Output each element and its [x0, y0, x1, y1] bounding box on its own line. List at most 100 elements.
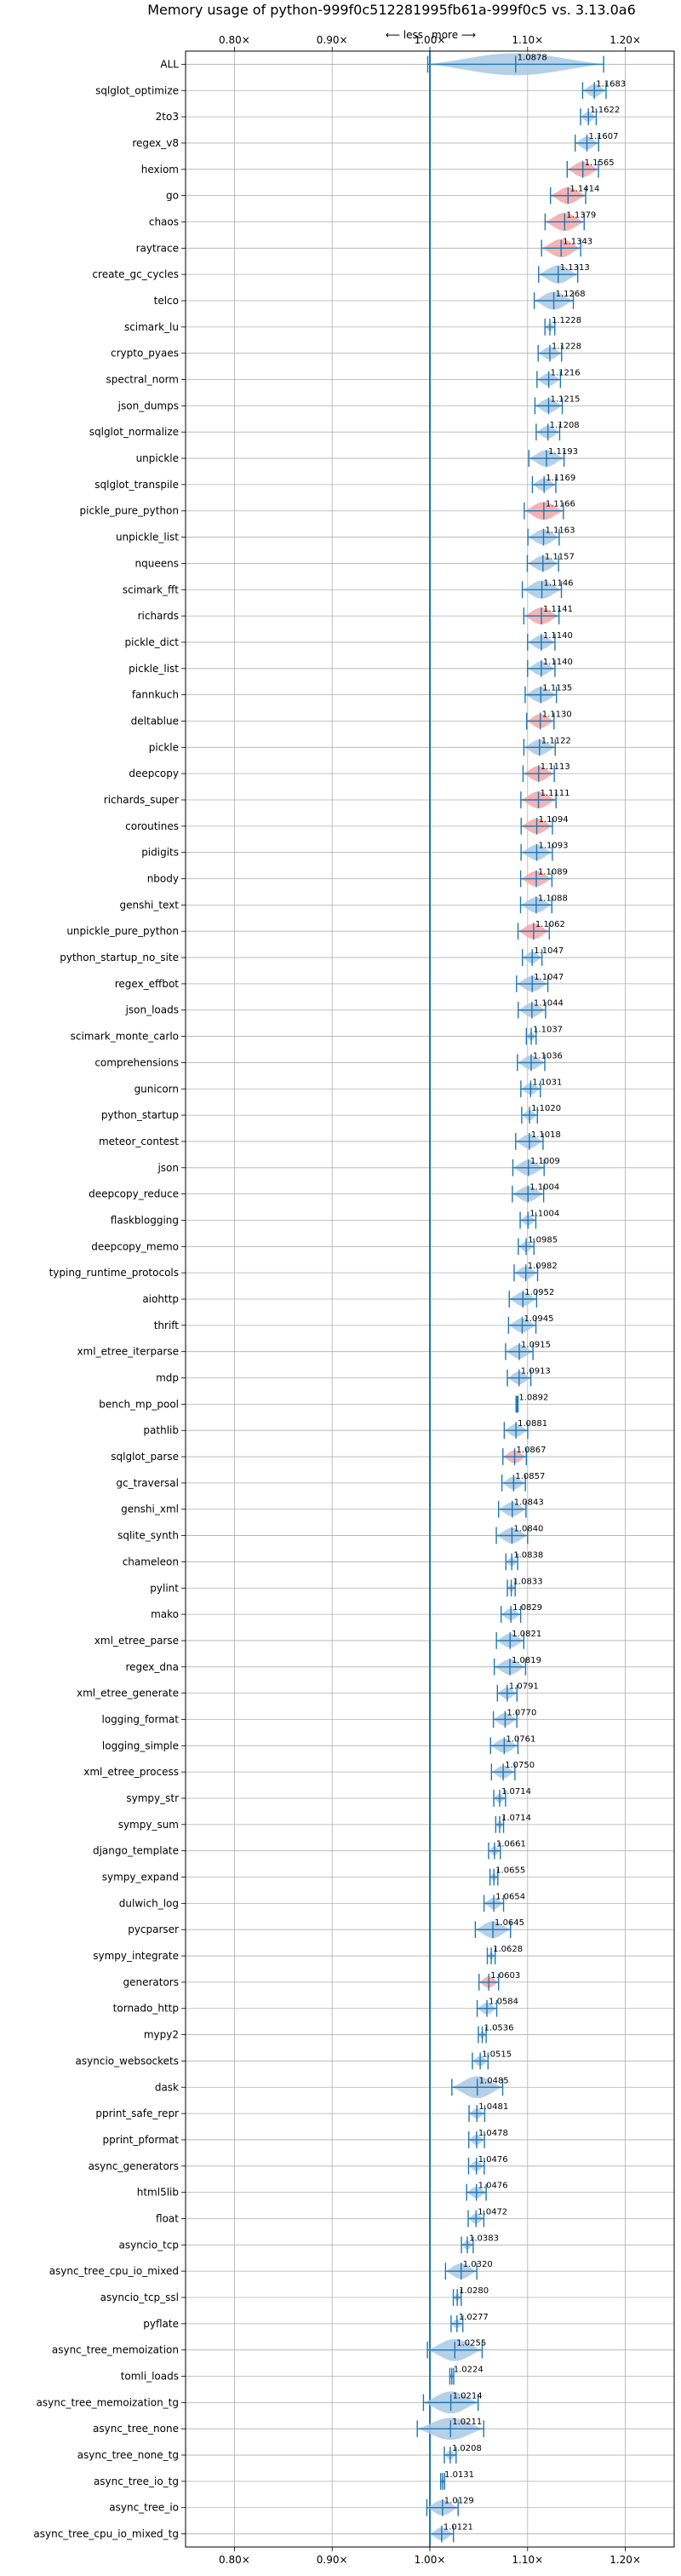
data-label: 1.1020 [531, 1104, 561, 1113]
data-label: 1.0661 [496, 1840, 526, 1849]
data-label: 1.0280 [459, 2286, 489, 2296]
data-label: 1.1031 [532, 1078, 562, 1087]
y-tick-label: async_tree_none_tg [77, 2449, 179, 2461]
data-label: 1.1208 [550, 421, 580, 430]
y-tick-label: sqlglot_transpile [94, 479, 179, 491]
data-label: 1.0985 [528, 1235, 558, 1245]
y-tick-label: pprint_safe_repr [95, 2107, 179, 2119]
x-tick-label-top: 0.80× [219, 34, 250, 46]
data-label: 1.1343 [563, 237, 592, 246]
y-tick-label: telco [154, 295, 179, 307]
data-label: 1.0255 [456, 2339, 486, 2349]
y-tick-label: pycparser [128, 1923, 179, 1935]
data-label: 1.0121 [444, 2523, 473, 2533]
data-label: 1.1130 [542, 710, 572, 719]
direction-less-label: ⟵ less [386, 29, 423, 41]
data-label: 1.1018 [531, 1130, 561, 1140]
x-tick-label-top: 1.20× [609, 34, 641, 46]
chart-title: Memory usage of python-999f0c512281995fb… [147, 2, 636, 18]
y-tick-label: logging_simple [102, 1739, 179, 1751]
x-tick-label-top: 0.90× [317, 34, 348, 46]
y-tick-label: regex_v8 [132, 137, 179, 149]
data-label: 1.0476 [478, 2155, 508, 2165]
y-tick-label: sympy_sum [118, 1819, 179, 1831]
y-tick-label: comprehensions [94, 1056, 179, 1068]
y-tick-label: json_dumps [117, 400, 179, 411]
data-label: 1.1157 [545, 552, 575, 561]
y-tick-label: dulwich_log [119, 1897, 179, 1909]
data-label: 1.0770 [506, 1708, 536, 1717]
y-tick-label: gc_traversal [116, 1477, 179, 1489]
data-label: 1.0843 [514, 1498, 544, 1508]
y-tick-label: go [166, 190, 179, 202]
data-label: 1.0840 [513, 1525, 543, 1534]
y-tick-label: asyncio_websockets [76, 2055, 179, 2067]
y-tick-label: deepcopy [129, 768, 179, 779]
data-label: 1.0131 [444, 2470, 474, 2480]
y-tick-label: fannkuch [132, 689, 179, 701]
data-label: 1.1268 [556, 290, 586, 299]
data-label: 1.0383 [469, 2234, 499, 2243]
y-tick-label: scimark_fft [123, 584, 179, 595]
data-label: 1.1141 [543, 605, 573, 614]
data-label: 1.0584 [489, 1998, 518, 2007]
data-label: 1.1565 [585, 158, 615, 168]
data-label: 1.1683 [596, 79, 626, 89]
data-label: 1.1607 [588, 132, 618, 141]
y-tick-label: crypto_pyaes [111, 348, 179, 359]
data-label: 1.1036 [533, 1051, 563, 1061]
y-tick-label: nbody [147, 873, 179, 885]
y-tick-label: flaskblogging [111, 1214, 179, 1226]
data-label: 1.1166 [546, 500, 575, 509]
data-label: 1.1379 [566, 210, 596, 220]
data-label: 1.0761 [506, 1734, 535, 1744]
data-label: 1.0821 [512, 1630, 541, 1639]
data-label: 1.0791 [509, 1682, 539, 1692]
data-label: 1.1044 [534, 999, 564, 1009]
data-label: 1.0208 [452, 2444, 482, 2453]
y-tick-label: sympy_expand [102, 1872, 179, 1883]
data-label: 1.1004 [529, 1209, 559, 1218]
data-label: 1.0536 [484, 2024, 514, 2033]
data-label: 1.0913 [521, 1367, 551, 1377]
y-tick-label: sqlglot_optimize [95, 84, 179, 96]
y-tick-label: unpickle_list [116, 532, 179, 543]
data-label: 1.0214 [453, 2391, 483, 2401]
y-tick-label: pickle_dict [125, 636, 180, 648]
data-label: 1.0485 [479, 2076, 509, 2085]
y-tick-label: sympy_str [126, 1792, 179, 1804]
y-tick-label: chaos [149, 216, 179, 227]
data-label: 1.0277 [459, 2313, 489, 2322]
data-label: 1.0833 [513, 1577, 543, 1586]
y-tick-label: xml_etree_iterparse [77, 1346, 179, 1358]
x-tick-label-bottom: 1.00× [415, 2554, 446, 2566]
data-label: 1.1135 [542, 684, 572, 693]
y-tick-label: sympy_integrate [93, 1950, 179, 1962]
y-tick-label: async_tree_io [109, 2502, 179, 2514]
data-label: 1.1215 [550, 394, 580, 404]
y-tick-label: meteor_contest [99, 1136, 179, 1147]
x-tick-label-bottom: 0.80× [219, 2554, 250, 2566]
data-label: 1.0829 [512, 1603, 542, 1613]
y-tick-label: hexiom [141, 164, 179, 175]
y-tick-label: regex_dna [125, 1661, 179, 1673]
data-label: 1.0628 [493, 1945, 523, 1954]
data-label: 1.1228 [552, 342, 581, 352]
data-label: 1.1047 [534, 973, 564, 982]
data-label: 1.1228 [552, 316, 581, 325]
data-label: 1.1047 [534, 946, 564, 956]
y-tick-label: aiohttp [142, 1293, 179, 1305]
data-label: 1.0211 [452, 2418, 482, 2427]
data-label: 1.0476 [478, 2182, 508, 2191]
x-tick-label-bottom: 1.20× [609, 2554, 641, 2566]
y-tick-label: xml_etree_generate [77, 1688, 179, 1699]
y-tick-label: asyncio_tcp [118, 2239, 179, 2251]
data-label: 1.1622 [590, 106, 620, 115]
data-label: 1.0714 [501, 1814, 531, 1823]
y-tick-label: unpickle [136, 452, 179, 464]
y-tick-label: sqlite_synth [117, 1530, 179, 1542]
data-label: 1.1122 [541, 736, 571, 745]
y-tick-label: django_template [93, 1845, 179, 1857]
